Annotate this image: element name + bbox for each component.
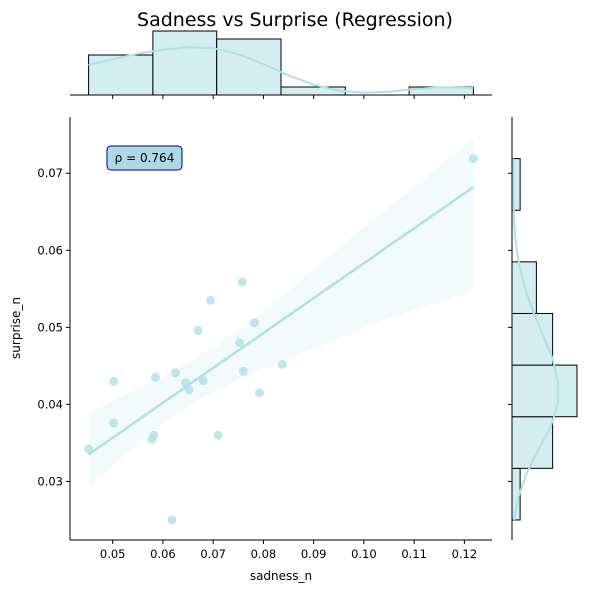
x-tick-label: 0.12 bbox=[452, 547, 478, 561]
data-point bbox=[109, 376, 119, 386]
data-point bbox=[149, 430, 159, 440]
y-tick-label: 0.03 bbox=[37, 474, 63, 488]
data-point bbox=[150, 372, 160, 382]
y-kde-curve bbox=[512, 158, 559, 521]
y-tick-label: 0.06 bbox=[37, 243, 63, 257]
data-point bbox=[254, 388, 264, 398]
x-tick-label: 0.10 bbox=[351, 547, 377, 561]
x-tick-label: 0.05 bbox=[100, 547, 126, 561]
data-point bbox=[206, 295, 216, 305]
data-point bbox=[193, 325, 203, 335]
x-marginal-histogram bbox=[70, 30, 492, 99]
y-marginal-histogram bbox=[508, 117, 578, 540]
y-tick-label: 0.04 bbox=[37, 397, 63, 411]
x-tick-label: 0.09 bbox=[301, 547, 327, 561]
data-point bbox=[249, 318, 259, 328]
data-point bbox=[109, 418, 119, 428]
x-tick-label: 0.08 bbox=[251, 547, 277, 561]
data-point bbox=[213, 430, 223, 440]
x-kde-curve bbox=[88, 46, 474, 94]
data-point bbox=[237, 277, 247, 287]
data-point bbox=[238, 366, 248, 376]
annotation-box bbox=[106, 145, 183, 171]
data-point bbox=[234, 338, 244, 348]
data-point bbox=[198, 376, 208, 386]
y-hist-bar bbox=[511, 312, 554, 366]
x-hist-bar bbox=[88, 54, 154, 96]
data-point bbox=[167, 515, 177, 525]
data-point bbox=[84, 444, 94, 454]
y-axis-label: surprise_n bbox=[9, 297, 23, 359]
x-tick-label: 0.11 bbox=[401, 547, 427, 561]
x-tick-label: 0.06 bbox=[150, 547, 176, 561]
y-hist-bar bbox=[511, 364, 578, 418]
data-point bbox=[278, 359, 288, 369]
x-tick-label: 0.07 bbox=[200, 547, 226, 561]
x-hist-bar bbox=[152, 30, 218, 96]
y-hist-bar bbox=[511, 416, 554, 469]
y-tick-label: 0.05 bbox=[37, 320, 63, 334]
annotation-text: ρ = 0.764 bbox=[115, 151, 175, 165]
confidence-band bbox=[88, 138, 474, 487]
data-point bbox=[171, 368, 180, 378]
data-point bbox=[468, 154, 478, 164]
x-axis-label: sadness_n bbox=[250, 569, 312, 583]
regression-line bbox=[87, 186, 475, 456]
y-tick-label: 0.07 bbox=[37, 166, 63, 180]
chart-title: Sadness vs Surprise (Regression) bbox=[137, 9, 453, 31]
scatter-plot-area: 0.05 0.06 0.07 0.08 0.09 0.10 0.11 0.12 0.03 0.04… bbox=[37, 117, 492, 561]
x-hist-bar bbox=[280, 86, 346, 96]
correlation-annotation: ρ = 0.764 bbox=[106, 145, 183, 171]
